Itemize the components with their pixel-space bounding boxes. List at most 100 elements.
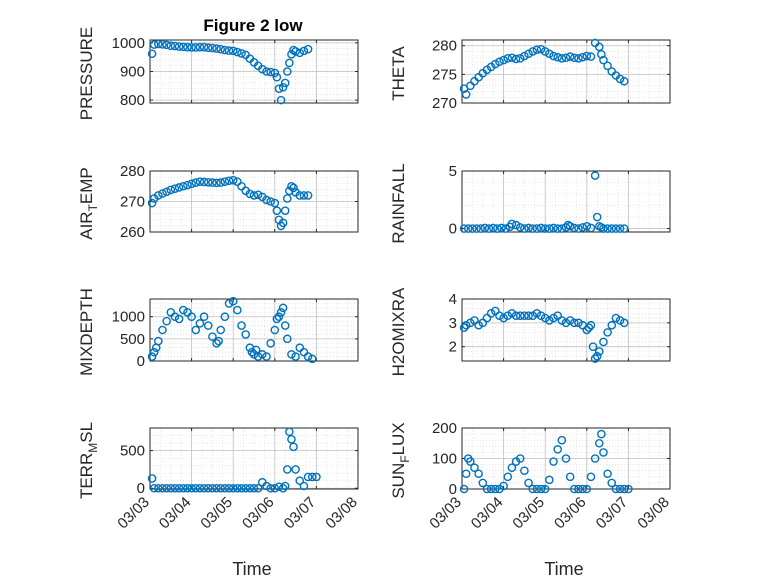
data-point xyxy=(570,484,579,494)
data-point xyxy=(499,55,508,65)
data-point xyxy=(174,483,184,493)
y-label-main: SUN xyxy=(389,463,408,499)
x-tick-label: 03/08 xyxy=(634,494,673,533)
x-axis-label: Time xyxy=(232,559,271,579)
data-point xyxy=(282,334,292,344)
data-point xyxy=(578,52,587,62)
data-point xyxy=(303,44,313,54)
y-axis-label: TERRMSL xyxy=(77,422,100,499)
data-point xyxy=(599,448,608,457)
data-point xyxy=(212,178,221,188)
data-point xyxy=(603,61,612,71)
data-point xyxy=(603,328,612,337)
data-point xyxy=(594,347,604,356)
data-point xyxy=(307,472,317,482)
data-point xyxy=(249,350,259,359)
data-point xyxy=(594,42,604,52)
y-axis-label: MIXDEPTH xyxy=(77,288,96,376)
data-point xyxy=(466,318,475,328)
data-point xyxy=(540,313,550,323)
data-point xyxy=(287,181,296,191)
data-point xyxy=(158,483,167,493)
data-point xyxy=(183,42,192,52)
data-point xyxy=(178,181,188,191)
data-point xyxy=(208,178,217,187)
data-point xyxy=(624,484,633,494)
data-point xyxy=(532,45,542,55)
data-point xyxy=(480,223,490,233)
data-point xyxy=(557,316,567,325)
data-point xyxy=(611,313,621,323)
data-point xyxy=(486,309,496,318)
data-point xyxy=(262,67,271,76)
data-point xyxy=(540,47,550,56)
data-point xyxy=(158,39,167,49)
data-point xyxy=(295,48,305,58)
data-point xyxy=(147,352,157,361)
data-point xyxy=(524,223,533,233)
data-point xyxy=(299,191,309,200)
y-tick-label: 270 xyxy=(432,95,457,112)
data-point xyxy=(528,484,538,494)
data-point xyxy=(482,313,492,323)
data-point xyxy=(611,484,621,494)
data-point xyxy=(241,483,250,493)
data-point xyxy=(278,82,288,92)
data-point xyxy=(280,78,290,88)
data-point xyxy=(287,350,296,359)
data-point xyxy=(474,320,483,330)
data-point xyxy=(220,177,230,186)
data-point xyxy=(515,54,525,63)
data-point xyxy=(262,352,271,361)
data-point xyxy=(212,338,221,348)
data-point xyxy=(461,320,471,330)
data-point xyxy=(532,309,542,318)
x-tick-label: 03/04 xyxy=(468,494,507,533)
data-point xyxy=(266,197,275,206)
data-point xyxy=(603,469,612,479)
data-point xyxy=(524,311,533,320)
data-point xyxy=(208,332,217,341)
data-point xyxy=(162,483,171,493)
data-point xyxy=(220,483,230,493)
data-point xyxy=(249,483,259,493)
data-point xyxy=(280,481,290,491)
data-point xyxy=(299,46,309,56)
data-point xyxy=(565,221,575,231)
data-point xyxy=(490,484,500,494)
data-point xyxy=(582,325,592,335)
data-point xyxy=(237,321,246,330)
data-point xyxy=(570,318,579,328)
data-point xyxy=(482,484,492,494)
data-point xyxy=(170,41,180,51)
data-point xyxy=(524,478,533,488)
data-point xyxy=(545,49,554,59)
data-point xyxy=(262,195,271,205)
y-label-main: AIR xyxy=(77,211,96,239)
data-point xyxy=(549,223,558,233)
y-axis-label: THETA xyxy=(389,46,408,101)
y-tick-label: 800 xyxy=(120,92,145,109)
data-point xyxy=(212,44,221,53)
data-point xyxy=(582,51,592,61)
data-point xyxy=(287,434,296,444)
data-point xyxy=(216,44,226,54)
data-point xyxy=(291,465,300,474)
axes-box xyxy=(149,298,359,362)
data-point xyxy=(503,472,513,482)
y-axis-label: RAINFALL xyxy=(389,163,408,243)
data-point xyxy=(262,481,271,491)
data-point xyxy=(199,483,209,493)
data-point xyxy=(484,224,494,233)
data-point xyxy=(461,90,471,99)
data-point xyxy=(520,311,529,320)
data-point xyxy=(249,191,259,200)
data-point xyxy=(549,313,558,323)
data-point xyxy=(289,183,298,193)
data-point xyxy=(507,309,517,318)
x-axis-label: Time xyxy=(544,559,583,579)
y-axis-label: AIRTEMP xyxy=(77,167,100,240)
data-point xyxy=(233,483,242,493)
data-point xyxy=(582,221,592,231)
data-point xyxy=(574,224,583,233)
